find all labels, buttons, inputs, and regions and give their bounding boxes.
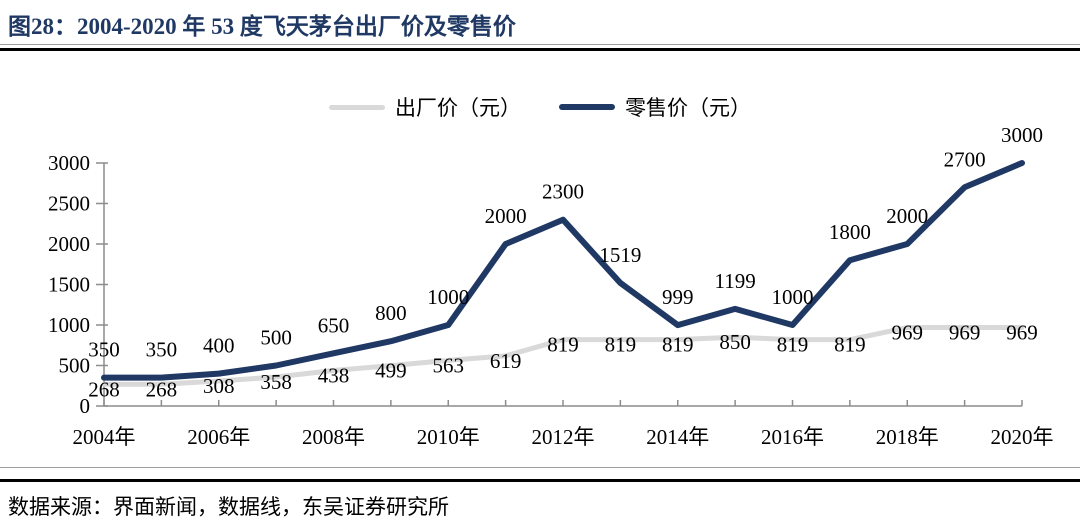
x-axis-label: 2012年 [532,425,595,449]
retail-price-line [101,160,1025,381]
factory-price-line [101,325,1025,387]
x-axis-label: 2016年 [761,425,824,449]
retail-value-label: 350 [146,338,178,362]
retail-value-label: 2000 [485,204,527,228]
legend-label-factory-price: 出厂价（元） [395,96,521,120]
retail-line-swatch [559,104,615,110]
y-axis-label: 2000 [48,232,90,256]
retail-value-label: 1519 [599,243,641,267]
factory-value-label: 619 [490,349,522,373]
retail-value-label: 1199 [715,269,756,293]
chart-legend: 出厂价（元） 零售价（元） [0,92,1080,122]
factory-value-label: 819 [547,333,579,357]
y-axis-label: 500 [59,354,91,378]
y-axis-label: 0 [80,394,91,418]
retail-value-label: 999 [662,285,694,309]
retail-value-label: 1000 [772,285,814,309]
x-axis-label: 2008年 [302,425,365,449]
figure-title: 图28：2004-2020 年 53 度飞天茅台出厂价及零售价 [8,14,516,39]
factory-value-label: 438 [318,364,350,388]
x-axis-label: 2014年 [646,425,709,449]
data-source: 数据来源：界面新闻，数据线，东吴证券研究所 [8,495,449,519]
y-axis-label: 2500 [48,192,90,216]
retail-value-label: 1800 [829,220,871,244]
y-axis-label: 1000 [48,313,90,337]
factory-value-label: 969 [1006,321,1038,345]
legend-item-factory-price: 出厂价（元） [329,92,521,122]
retail-value-label: 1000 [427,285,469,309]
factory-value-label: 819 [777,333,809,357]
factory-value-label: 268 [146,377,178,401]
retail-value-label: 2000 [886,204,928,228]
x-axis-label: 2010年 [417,425,480,449]
legend-label-retail-price: 零售价（元） [625,96,751,120]
retail-value-label: 2300 [542,180,584,204]
retail-value-label: 2700 [944,147,986,171]
x-axis-label: 2006年 [187,425,250,449]
retail-value-label: 400 [203,334,235,358]
retail-value-label: 650 [318,313,350,337]
factory-value-label: 308 [203,374,235,398]
y-axis-label: 1500 [48,273,90,297]
x-axis-label: 2018年 [876,425,939,449]
retail-value-label: 3000 [1001,123,1043,147]
factory-value-label: 268 [88,377,120,401]
x-axis-label: 2004年 [73,425,136,449]
retail-value-label: 800 [375,301,407,325]
x-axis-label: 2020年 [991,425,1054,449]
factory-value-label: 969 [892,321,924,345]
factory-value-label: 819 [605,333,637,357]
factory-value-label: 563 [433,353,465,377]
factory-value-label: 969 [949,321,981,345]
bottom-divider [0,467,1080,482]
bottom-divider-thin-line [0,467,1080,468]
factory-line-swatch [329,104,385,110]
retail-value-label: 350 [88,338,120,362]
factory-value-label: 499 [375,359,407,383]
title-divider-thick-line [0,48,1080,51]
title-divider-thin-line [0,44,1080,45]
factory-value-label: 358 [260,370,292,394]
factory-value-label: 819 [662,333,694,357]
factory-value-label: 819 [834,333,866,357]
legend-item-retail-price: 零售价（元） [559,92,751,122]
y-axis-label: 3000 [48,151,90,175]
factory-value-label: 850 [719,330,751,354]
retail-value-label: 500 [260,326,292,350]
title-divider [0,44,1080,51]
bottom-divider-thick-line [0,479,1080,482]
